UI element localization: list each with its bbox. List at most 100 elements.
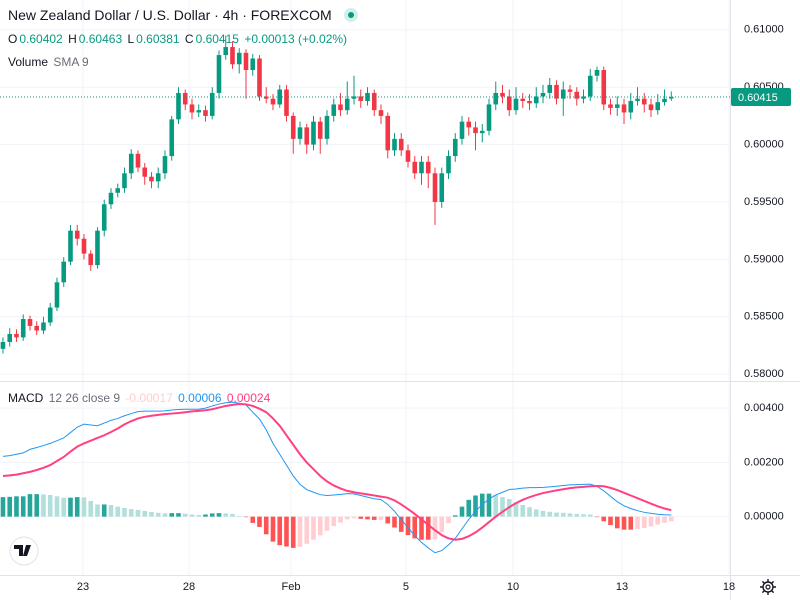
histogram-bar <box>88 500 94 517</box>
histogram-bar <box>196 515 202 517</box>
candle-body <box>331 104 337 116</box>
candle-body <box>392 138 397 151</box>
candle-body <box>250 58 256 71</box>
candle-body <box>27 319 33 326</box>
volume-label[interactable]: Volume <box>8 55 49 69</box>
candle-body <box>608 104 613 108</box>
y-tick-label: 0.60000 <box>744 139 784 151</box>
candle-body <box>270 98 276 105</box>
candle-body <box>317 121 323 139</box>
candle-body <box>533 96 539 104</box>
histogram-bar <box>189 514 195 517</box>
histogram-bar <box>61 497 67 517</box>
histogram-bar <box>351 516 357 519</box>
macd-header: MACD 12 26 close 9 -0.00017 0.00006 0.00… <box>8 391 272 405</box>
histogram-bar <box>236 515 242 517</box>
histogram-bar <box>230 513 235 517</box>
candle-body <box>41 322 46 331</box>
symbol-header: New Zealand Dollar / U.S. Dollar · 4h · … <box>8 7 360 23</box>
candle-body <box>506 96 512 111</box>
histogram-bar <box>41 494 46 517</box>
candle-body <box>169 119 175 157</box>
histogram-bar <box>668 516 674 522</box>
candle-body <box>601 70 607 105</box>
market-status[interactable] <box>343 8 358 22</box>
histogram-bar <box>263 516 269 535</box>
candle-body <box>182 92 188 105</box>
candle-body <box>115 188 121 193</box>
histogram-bar <box>581 514 586 517</box>
histogram-bar <box>209 513 215 517</box>
histogram-bar <box>270 516 276 542</box>
candle-body <box>540 92 546 97</box>
candle-body <box>142 167 148 177</box>
histogram-bar <box>47 494 53 517</box>
candle-body <box>88 253 94 266</box>
candle-body <box>500 92 505 97</box>
candle-body <box>459 121 465 139</box>
candle-body <box>594 70 600 76</box>
candle-body <box>574 91 580 99</box>
candle-body <box>378 110 384 116</box>
last-price-label: 0.60415 <box>738 92 778 104</box>
histogram-bar <box>587 514 593 517</box>
histogram-bar <box>223 513 229 517</box>
histogram-bar <box>27 494 33 517</box>
histogram-bar <box>567 513 573 517</box>
candle-body <box>74 230 80 239</box>
settings-icon[interactable] <box>760 579 776 595</box>
candle-body <box>338 104 343 111</box>
candle-body <box>398 138 404 151</box>
signal-line <box>2 403 672 541</box>
histogram-bar <box>547 511 553 517</box>
candle-body <box>230 47 235 65</box>
candle-body <box>162 156 168 174</box>
candle-body <box>54 282 60 308</box>
histogram-bar <box>439 516 445 533</box>
candle-body <box>176 92 181 120</box>
histogram-bar <box>432 516 438 540</box>
candle-body <box>20 319 26 338</box>
histogram-bar <box>594 516 600 518</box>
y-tick-label: 0.00000 <box>744 511 784 523</box>
candle-body <box>311 121 316 145</box>
candle-body <box>324 115 330 139</box>
candle-body <box>581 96 586 99</box>
histogram-bar <box>385 516 391 524</box>
histogram-bar <box>405 516 411 536</box>
x-tick-label: 23 <box>77 581 89 593</box>
histogram-bar <box>122 507 127 517</box>
histogram-bar <box>257 516 262 527</box>
symbol-title[interactable]: New Zealand Dollar / U.S. Dollar · 4h · … <box>8 7 332 23</box>
candle-body <box>628 100 634 113</box>
ohlc-row: O 0.60402 H 0.60463 L 0.60381 C 0.60415 +0.0… <box>8 32 349 46</box>
histogram-bar <box>115 506 121 517</box>
y-tick-label: 0.59500 <box>744 196 784 208</box>
y-tick-label: 0.00400 <box>744 402 784 414</box>
histogram-bar <box>297 516 303 547</box>
ohlc-label: L <box>127 32 135 46</box>
histogram-bar <box>371 516 377 520</box>
candle-body <box>432 173 438 202</box>
histogram-bar <box>108 504 114 517</box>
histogram-bar <box>500 497 505 517</box>
candle-body <box>648 104 654 111</box>
candle-body <box>108 192 114 205</box>
candle-body <box>284 89 289 116</box>
histogram-bar <box>155 512 161 517</box>
histogram-bar <box>68 497 73 517</box>
macd-title[interactable]: MACD <box>8 391 44 405</box>
last-price-tag <box>731 87 791 106</box>
plot <box>0 35 730 554</box>
histogram-bar <box>311 516 316 540</box>
candle-body <box>567 89 573 92</box>
candle-body <box>520 98 526 101</box>
histogram-bar <box>554 512 559 517</box>
candle-body <box>473 127 478 134</box>
candle-body <box>668 96 674 99</box>
macd-line <box>2 401 672 554</box>
histogram-bar <box>452 515 458 517</box>
candle-body <box>155 173 161 182</box>
candle-body <box>216 55 222 93</box>
